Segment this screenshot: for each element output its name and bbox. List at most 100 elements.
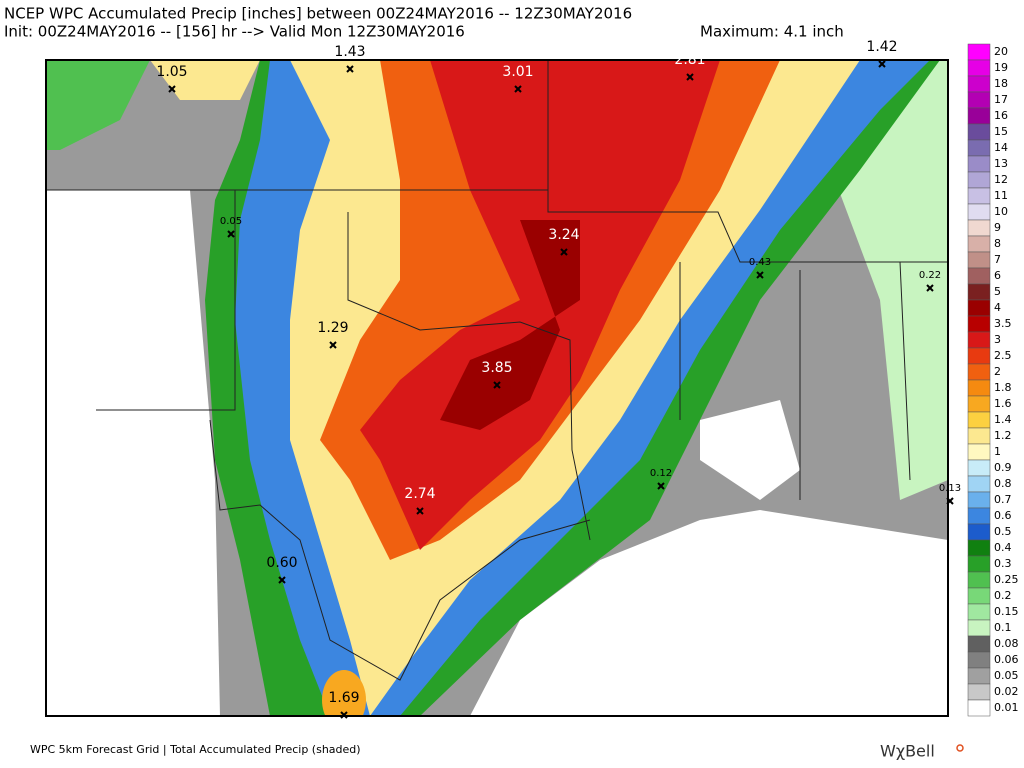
precip-area bbox=[360, 60, 720, 550]
marker-x bbox=[756, 271, 764, 279]
colorbar-label: 10 bbox=[994, 205, 1008, 218]
marker-stroke bbox=[346, 65, 354, 73]
colorbar-swatch bbox=[967, 635, 991, 653]
colorbar-swatch bbox=[967, 171, 991, 189]
colorbar-label: 2.5 bbox=[994, 349, 1012, 362]
marker-label: 0.22 bbox=[919, 270, 941, 281]
marker-stroke bbox=[340, 711, 348, 719]
precip-area bbox=[322, 670, 366, 716]
colorbar-label: 0.7 bbox=[994, 493, 1012, 506]
marker-label: 0.43 bbox=[749, 257, 771, 268]
marker-label: 1.43 bbox=[334, 44, 365, 60]
colorbar-label: 14 bbox=[994, 141, 1008, 154]
marker-x bbox=[514, 85, 522, 93]
colorbar-label: 1.4 bbox=[994, 413, 1012, 426]
markers: 1.05 1.43 3.01 2.81 1.42 0.05 3.24 0.43 … bbox=[156, 39, 961, 719]
colorbar-label: 3.5 bbox=[994, 317, 1012, 330]
colorbar-label: 8 bbox=[994, 237, 1001, 250]
marker-x bbox=[227, 230, 235, 238]
colorbar-swatch bbox=[967, 187, 991, 205]
marker-label: 1.05 bbox=[156, 64, 187, 80]
marker-stroke bbox=[493, 381, 501, 389]
colorbar-swatch bbox=[967, 347, 991, 365]
marker-stroke bbox=[946, 497, 954, 505]
logo-dot bbox=[956, 744, 964, 752]
colorbar-swatch bbox=[967, 91, 991, 109]
marker-x bbox=[168, 85, 176, 93]
colorbar-swatch bbox=[967, 219, 991, 237]
marker-label: 2.81 bbox=[674, 52, 705, 68]
marker-label: 0.13 bbox=[939, 483, 961, 494]
colorbar-swatch bbox=[967, 267, 991, 285]
colorbar-label: 11 bbox=[994, 189, 1008, 202]
colorbar-swatch bbox=[967, 299, 991, 317]
marker-x bbox=[493, 381, 501, 389]
marker-x bbox=[416, 507, 424, 515]
colorbar-swatch bbox=[967, 331, 991, 349]
colorbar-label: 0.1 bbox=[994, 621, 1012, 634]
marker-label: 3.01 bbox=[502, 64, 533, 80]
colorbar-label: 19 bbox=[994, 61, 1008, 74]
colorbar-swatch bbox=[967, 523, 991, 541]
colorbar-label: 1.2 bbox=[994, 429, 1012, 442]
marker-x bbox=[340, 711, 348, 719]
marker-x bbox=[278, 576, 286, 584]
marker-stroke bbox=[278, 576, 286, 584]
colorbar-swatch bbox=[967, 251, 991, 269]
colorbar-swatch bbox=[967, 443, 991, 461]
colorbar-swatch bbox=[967, 203, 991, 221]
marker-label: 2.74 bbox=[404, 486, 435, 502]
colorbar-label: 16 bbox=[994, 109, 1008, 122]
colorbar-swatch bbox=[967, 59, 991, 77]
colorbar-label: 0.02 bbox=[994, 685, 1019, 698]
colorbar-label: 3 bbox=[994, 333, 1001, 346]
maximum: Maximum: 4.1 inch bbox=[700, 23, 844, 41]
colorbar-label: 20 bbox=[994, 45, 1008, 58]
no-precip-area bbox=[46, 190, 220, 716]
colorbar-label: 5 bbox=[994, 285, 1001, 298]
colorbar-swatch bbox=[967, 283, 991, 301]
colorbar-swatch bbox=[967, 619, 991, 637]
no-precip-area bbox=[700, 400, 800, 500]
title-line-1: NCEP WPC Accumulated Precip [inches] bet… bbox=[4, 5, 632, 23]
marker-x bbox=[657, 482, 665, 490]
marker-stroke bbox=[168, 85, 176, 93]
colorbar-swatch bbox=[967, 507, 991, 525]
colorbar: 20 19 18 17 16 15 14 13 12 11 10 9 8 7 6 5 4 3.5 3 2.5 2 1.8 1… bbox=[967, 43, 1019, 717]
colorbar-swatch bbox=[967, 603, 991, 621]
precip-area bbox=[150, 60, 260, 100]
colorbar-swatch bbox=[967, 491, 991, 509]
marker-label: 0.12 bbox=[650, 468, 672, 479]
marker-label: 1.42 bbox=[866, 39, 897, 55]
colorbar-swatch bbox=[967, 555, 991, 573]
precip-area bbox=[790, 60, 948, 500]
colorbar-label: 0.06 bbox=[994, 653, 1019, 666]
gulf bbox=[470, 510, 948, 716]
precip-area bbox=[440, 220, 580, 430]
colorbar-swatch bbox=[967, 75, 991, 93]
colorbar-swatch bbox=[967, 411, 991, 429]
colorbar-label: 15 bbox=[994, 125, 1008, 138]
precip-area bbox=[46, 60, 150, 150]
colorbar-label: 0.5 bbox=[994, 525, 1012, 538]
colorbar-swatch bbox=[967, 363, 991, 381]
marker-label: 0.60 bbox=[266, 555, 297, 571]
colorbar-swatch bbox=[967, 139, 991, 157]
colorbar-label: 0.05 bbox=[994, 669, 1019, 682]
colorbar-swatch bbox=[967, 43, 991, 61]
state-borders bbox=[46, 60, 948, 681]
colorbar-label: 4 bbox=[994, 301, 1001, 314]
marker-label: 3.85 bbox=[481, 360, 512, 376]
colorbar-label: 1.6 bbox=[994, 397, 1012, 410]
colorbar-label: 12 bbox=[994, 173, 1008, 186]
marker-stroke bbox=[657, 482, 665, 490]
colorbar-label: 0.4 bbox=[994, 541, 1012, 554]
colorbar-label: 1 bbox=[994, 445, 1001, 458]
colorbar-swatch bbox=[967, 459, 991, 477]
map-frame bbox=[45, 59, 949, 717]
marker-stroke bbox=[686, 73, 694, 81]
colorbar-label: 0.8 bbox=[994, 477, 1012, 490]
marker-x bbox=[926, 284, 934, 292]
colorbar-label: 0.08 bbox=[994, 637, 1019, 650]
